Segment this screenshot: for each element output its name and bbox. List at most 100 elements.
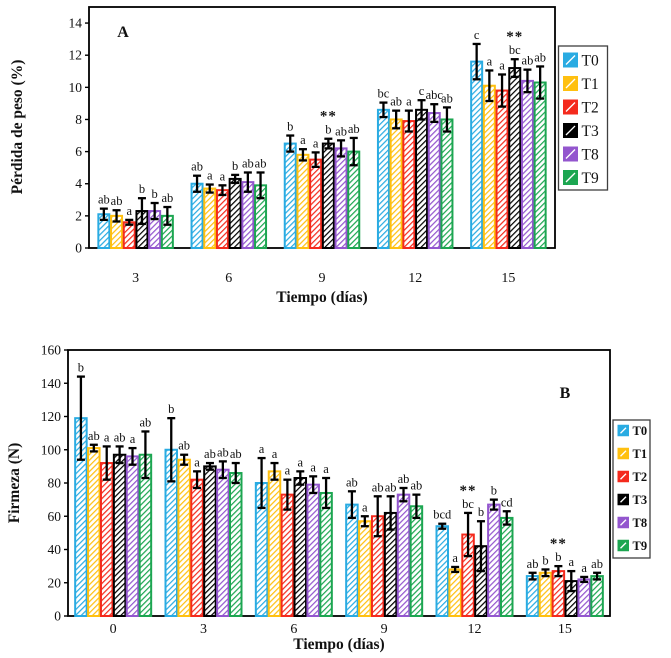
y-tick-label: 40 [48, 542, 62, 557]
error-bar [399, 486, 408, 503]
x-tick-label: 3 [132, 271, 139, 286]
sig-letter: b [139, 182, 145, 196]
error-bar [438, 522, 447, 530]
sig-letter: a [569, 555, 575, 569]
sig-letter: ab [527, 557, 539, 571]
legend-box [612, 419, 651, 559]
sig-letter: a [194, 455, 200, 469]
sig-letter: ab [88, 429, 100, 443]
legend-swatch-hatch [620, 519, 627, 526]
error-bar [498, 73, 507, 108]
error-bar [193, 174, 202, 193]
significance-asterisks: ** [506, 29, 523, 45]
x-tick-label: 9 [381, 622, 388, 637]
legend-box [557, 45, 609, 191]
sig-letter: ab [98, 193, 110, 207]
sig-letter: ab [217, 445, 229, 459]
bar-T1-day15 [538, 571, 553, 618]
sig-letter: ab [385, 480, 397, 494]
error-bar [89, 443, 98, 453]
error-bar [567, 569, 576, 593]
sig-letter: b [78, 361, 84, 375]
bar-T0-day9 [345, 503, 359, 617]
error-bar [347, 490, 356, 520]
error-bar [464, 511, 473, 558]
y-axis-title: Pérdida de peso (%) [9, 60, 26, 195]
bar-T8-day0 [125, 455, 140, 617]
bar-T3-day15 [508, 67, 522, 250]
y-tick-label: 10 [69, 80, 83, 95]
y-tick-label: 4 [75, 176, 82, 191]
x-tick-label: 6 [290, 622, 297, 637]
sig-letter: a [581, 561, 587, 575]
sig-letter: a [362, 500, 368, 514]
legend-swatch-hatch [565, 149, 576, 159]
error-bar [137, 197, 146, 226]
x-axis-title: Tiempo (días) [293, 636, 384, 653]
error-bar [218, 460, 227, 480]
sig-letter: ab [534, 50, 546, 64]
sig-letter: a [300, 133, 306, 147]
y-axis-title: Firmeza (N) [6, 443, 23, 523]
legend-label-T2: T2 [582, 99, 599, 116]
error-bar [193, 470, 202, 490]
sig-letter: b [325, 123, 331, 137]
bar-T1-day3 [177, 458, 191, 617]
sig-letter: b [491, 484, 497, 498]
y-tick-label: 8 [75, 112, 82, 127]
legend-label-T1: T1 [582, 76, 599, 93]
error-bar [360, 515, 369, 528]
y-tick-label: 12 [69, 48, 83, 63]
error-bar [541, 568, 550, 578]
bar-T8-day12 [427, 112, 441, 250]
legend: T0 T1 T2 T3 T8 T9 [612, 419, 651, 559]
legend-label-T3: T3 [633, 493, 648, 507]
error-bar [76, 375, 85, 461]
error-bar [502, 510, 511, 526]
error-bar [412, 493, 421, 520]
sig-letter: ab [411, 479, 423, 493]
y-tick-label: 0 [54, 609, 61, 624]
significance-asterisks: ** [550, 536, 567, 552]
legend-label-T9: T9 [633, 539, 648, 553]
sig-letter: b [542, 553, 548, 567]
sig-letter: bc [462, 497, 474, 511]
error-bar [489, 498, 498, 511]
bar-T1-day9 [358, 520, 372, 617]
sig-letter: c [419, 84, 425, 98]
sig-letter: ab [522, 54, 534, 68]
bar-T2-day12 [402, 120, 416, 249]
error-bar [231, 173, 240, 185]
bar-T9-day3 [229, 472, 243, 617]
sig-letter: a [310, 460, 316, 474]
error-bar [309, 475, 318, 495]
bar-T2-day0 [99, 462, 114, 617]
panel-label-A: A [117, 24, 129, 41]
sig-letter: ab [335, 124, 347, 138]
error-bar [163, 205, 172, 226]
legend-label-T2: T2 [633, 470, 648, 484]
error-bar [205, 461, 214, 471]
legend-swatch-hatch [565, 55, 576, 65]
sig-letter: a [220, 169, 226, 183]
sig-letter: bcd [433, 508, 452, 522]
bar-T8-day15 [520, 79, 534, 250]
sig-letter: c [474, 28, 480, 42]
legend-swatch-hatch [620, 542, 627, 549]
error-bar [218, 184, 227, 197]
sig-letter: ab [178, 439, 190, 453]
sig-letter: bc [378, 87, 390, 101]
sig-letter: a [323, 462, 329, 476]
bar-T0-day15 [470, 60, 484, 250]
error-bar [243, 171, 252, 193]
error-bar [322, 476, 331, 510]
legend-label-T3: T3 [582, 123, 599, 140]
bar-T9-day12 [440, 118, 454, 250]
panel-label-B: B [560, 385, 571, 402]
sig-letter: a [259, 442, 265, 456]
sig-letter: ab [390, 95, 402, 109]
legend-label-T1: T1 [633, 447, 648, 461]
x-tick-label: 15 [501, 271, 515, 286]
